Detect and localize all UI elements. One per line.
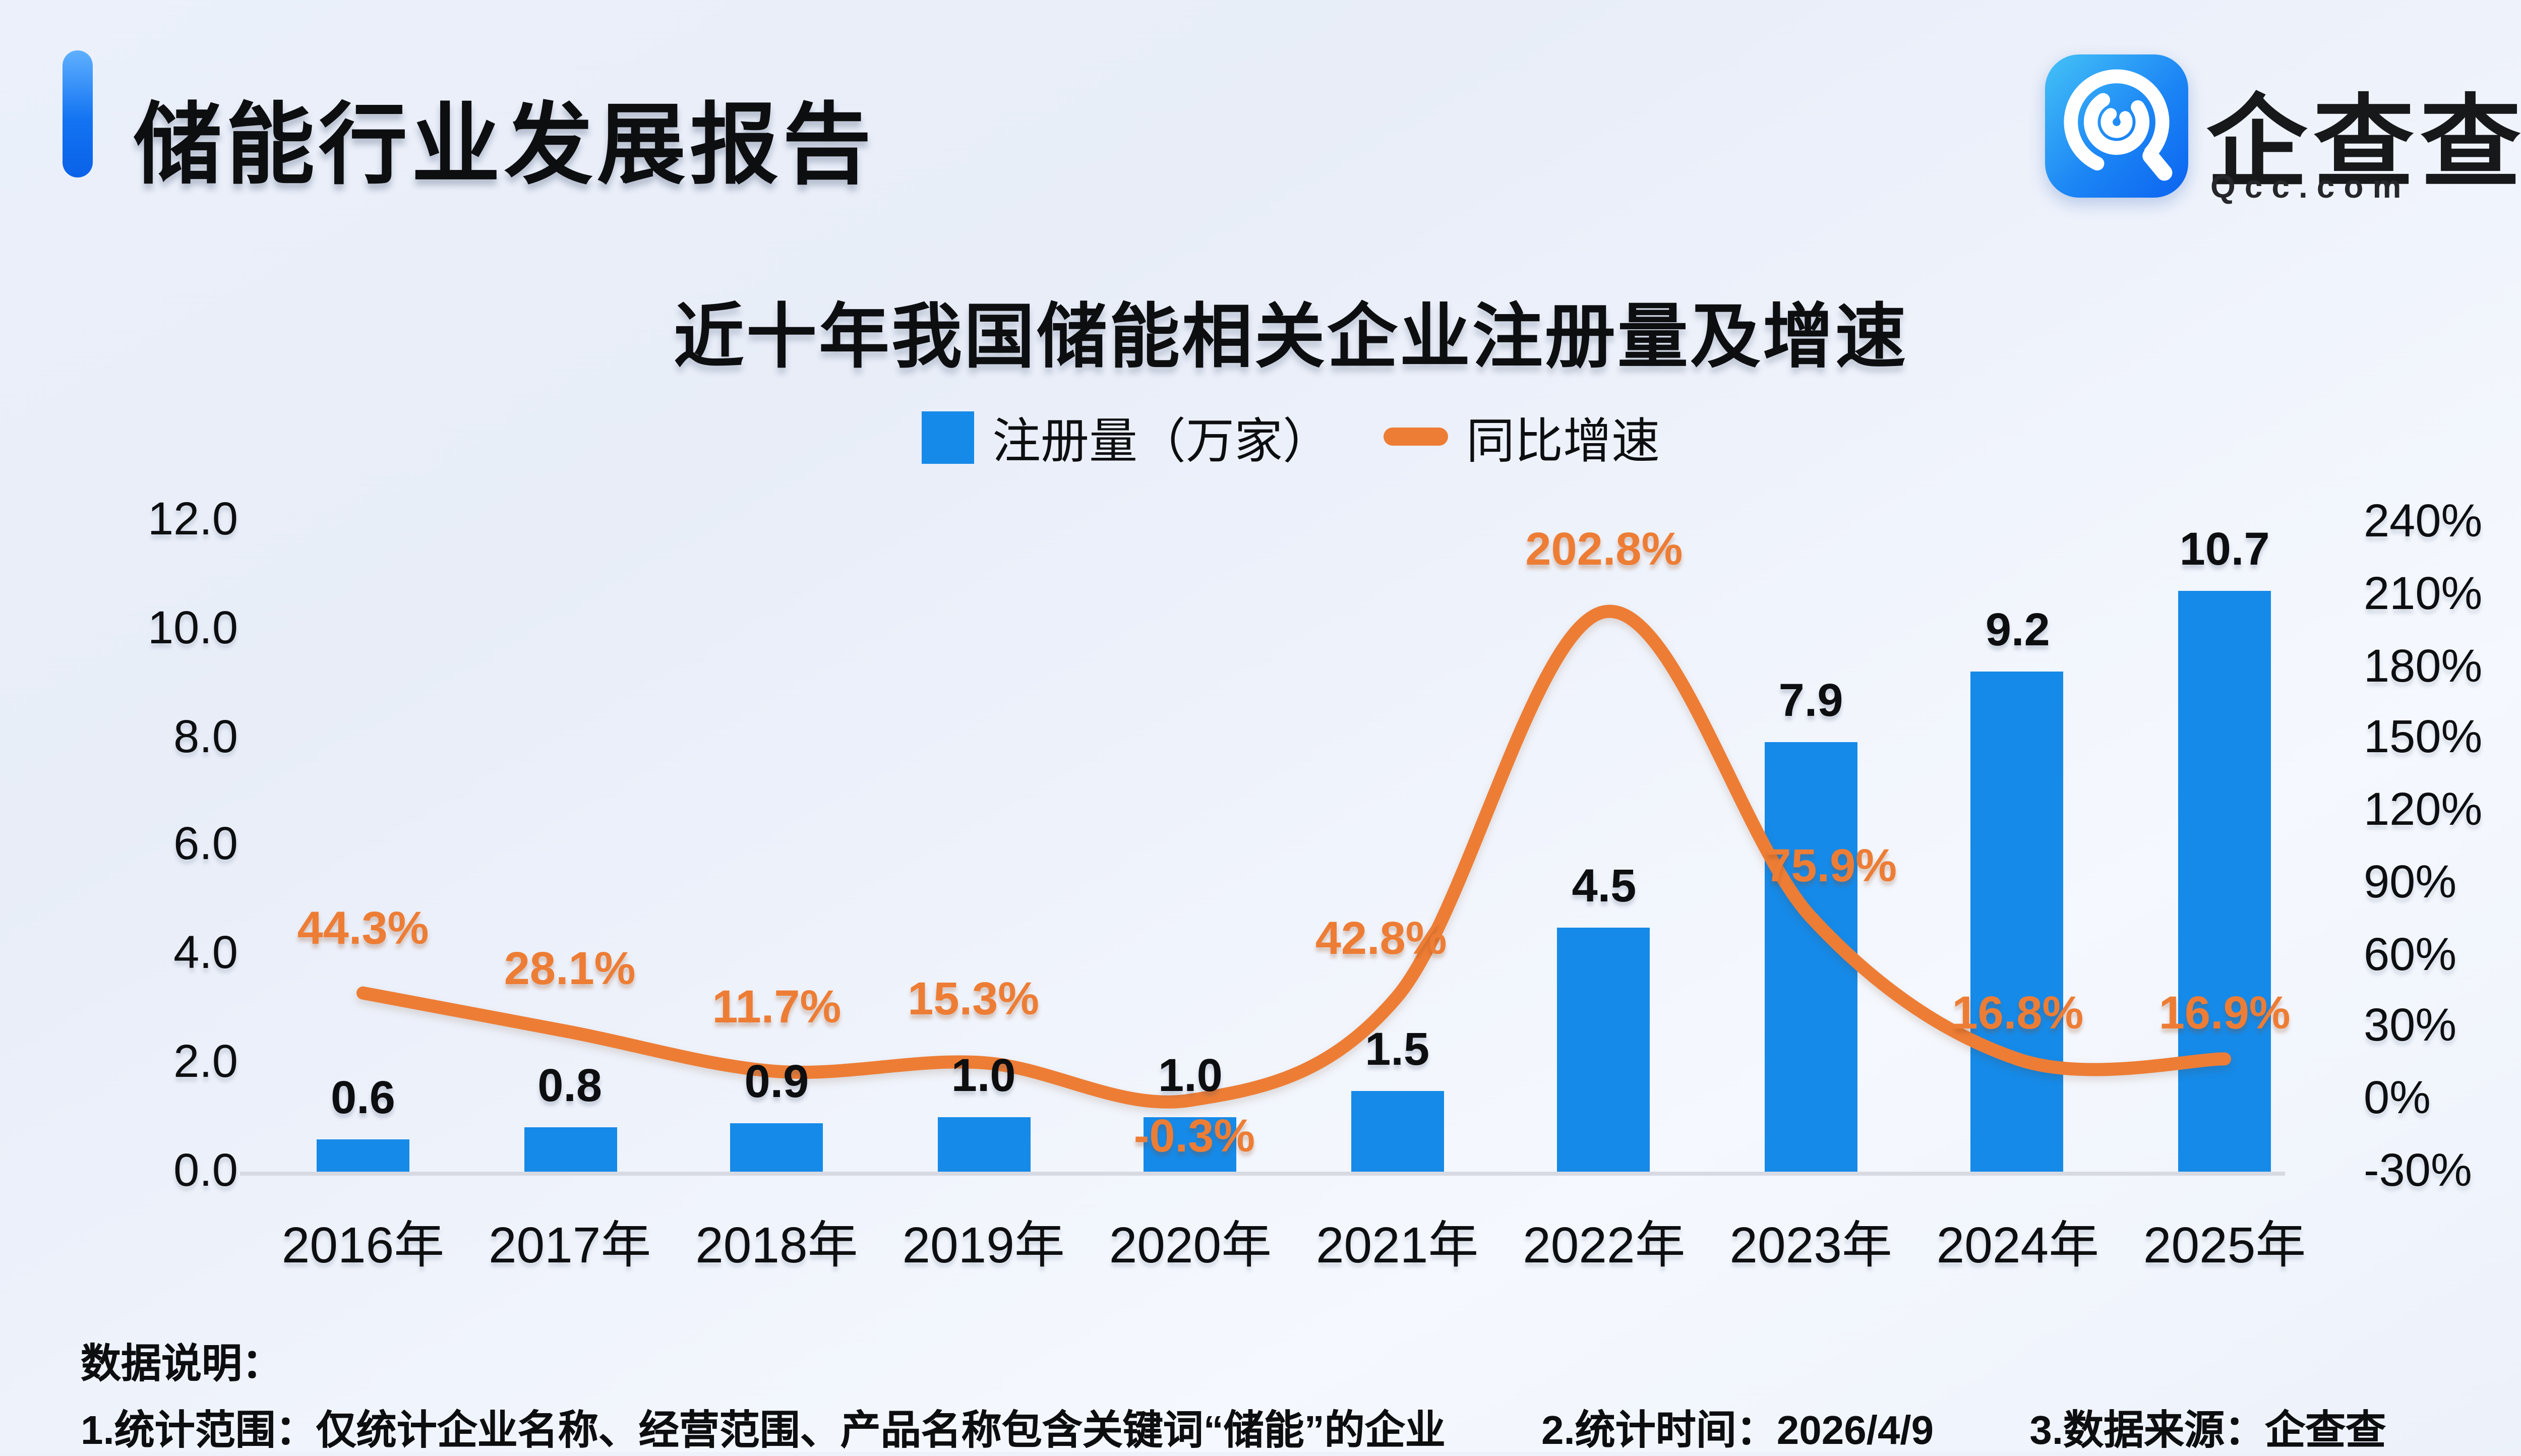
bar-value-label: 7.9 — [1778, 674, 1843, 727]
x-axis-label: 2023年 — [1729, 1218, 1892, 1275]
chart-title: 近十年我国储能相关企业注册量及增速 — [673, 298, 1908, 377]
registration-bar — [937, 1117, 1030, 1172]
growth-rate-label: 28.1% — [504, 941, 636, 994]
right-axis-tick: 240% — [2364, 494, 2483, 547]
x-axis-label: 2024年 — [1936, 1218, 2099, 1275]
x-axis-line — [240, 1172, 2285, 1176]
registration-bar — [2178, 590, 2271, 1172]
growth-rate-label: 202.8% — [1525, 523, 1683, 576]
registration-bar — [523, 1128, 617, 1172]
registration-bar — [1144, 1117, 1237, 1172]
growth-rate-label: 16.8% — [1952, 986, 2084, 1039]
right-axis-tick: 150% — [2364, 710, 2483, 763]
qcc-magnifier-glyph — [2064, 69, 2173, 181]
right-axis-tick: 30% — [2364, 999, 2457, 1052]
registration-bar — [1351, 1090, 1444, 1172]
x-axis-label: 2020年 — [1109, 1218, 1272, 1275]
qcc-logo-icon — [2045, 54, 2188, 198]
bar-value-label: 0.8 — [537, 1059, 603, 1112]
x-axis-label: 2019年 — [902, 1218, 1065, 1275]
footer-heading: 数据说明： — [81, 1343, 282, 1387]
legend-bar-swatch — [922, 410, 974, 463]
legend-line-swatch — [1384, 428, 1448, 446]
left-axis-tick: 8.0 — [173, 709, 238, 762]
bar-value-label: 0.9 — [744, 1054, 809, 1107]
growth-rate-label: 11.7% — [712, 981, 842, 1034]
brand-domain: Qcc.com — [2210, 171, 2411, 206]
left-axis-tick: 6.0 — [173, 817, 238, 870]
registration-bar — [730, 1123, 823, 1172]
x-axis-label: 2016年 — [281, 1218, 445, 1275]
growth-rate-label: 42.8% — [1315, 912, 1447, 964]
bar-value-label: 0.6 — [331, 1070, 395, 1123]
growth-rate-label: 15.3% — [908, 972, 1040, 1024]
growth-rate-label: -0.3% — [1133, 1108, 1255, 1161]
right-axis-tick: 120% — [2364, 782, 2483, 835]
growth-rate-label: 75.9% — [1765, 838, 1897, 891]
growth-rate-label: 44.3% — [297, 902, 429, 955]
right-axis-tick: 90% — [2364, 855, 2457, 907]
left-axis-tick: 0.0 — [173, 1143, 238, 1196]
footer-note-scope: 1.统计范围：仅统计企业名称、经营范围、产品名称包含关键词“储能”的企业 — [81, 1410, 1446, 1454]
registration-bar — [1971, 672, 2064, 1172]
footer-note-source: 3.数据来源：企查查 — [2029, 1410, 2386, 1454]
registration-bar — [317, 1139, 409, 1172]
left-axis-tick: 4.0 — [173, 926, 238, 979]
left-axis-tick: 12.0 — [147, 492, 238, 544]
bar-value-label: 9.2 — [1985, 603, 2050, 656]
left-axis-tick: 10.0 — [147, 600, 238, 653]
x-axis-label: 2018年 — [695, 1218, 858, 1275]
x-axis-label: 2021年 — [1315, 1218, 1479, 1275]
bar-value-label: 1.5 — [1365, 1021, 1430, 1074]
right-axis-tick: -30% — [2364, 1143, 2472, 1196]
bar-value-label: 1.0 — [951, 1049, 1016, 1102]
growth-line-path — [356, 604, 2231, 1109]
x-axis-label: 2022年 — [1523, 1218, 1686, 1275]
footer-note-date: 2.统计时间：2026/4/9 — [1541, 1410, 1934, 1454]
right-axis-tick: 0% — [2364, 1071, 2431, 1124]
legend-bar-label: 注册量（万家） — [992, 415, 1331, 470]
legend-line-label: 同比增速 — [1466, 415, 1660, 470]
right-axis-tick: 210% — [2364, 566, 2483, 619]
page-title: 储能行业发展报告 — [133, 97, 875, 196]
bar-value-label: 4.5 — [1572, 859, 1637, 912]
brand-name: 企查查 — [2206, 87, 2521, 200]
x-axis-label: 2025年 — [2143, 1218, 2306, 1275]
growth-rate-label: 16.9% — [2158, 986, 2291, 1039]
right-axis-tick: 180% — [2364, 638, 2483, 691]
title-accent-bar — [63, 50, 93, 177]
left-axis-tick: 2.0 — [173, 1035, 238, 1087]
bar-value-label: 10.7 — [2179, 522, 2270, 575]
x-axis-label: 2017年 — [488, 1218, 651, 1275]
chart-legend: 注册量（万家） 同比增速 — [0, 401, 2521, 472]
bar-value-label: 1.0 — [1158, 1049, 1223, 1102]
footer-notes: 1.统计范围：仅统计企业名称、经营范围、产品名称包含关键词“储能”的企业 2.统… — [81, 1398, 2471, 1456]
registration-bar — [1557, 927, 1651, 1172]
right-axis-tick: 60% — [2364, 927, 2457, 980]
